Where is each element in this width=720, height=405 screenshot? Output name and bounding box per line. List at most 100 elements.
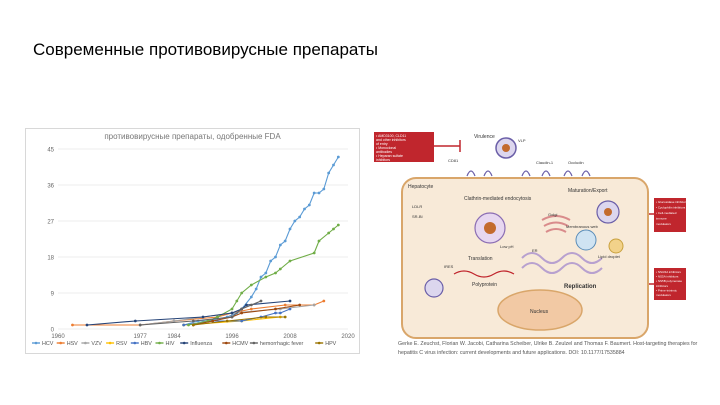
data-point bbox=[264, 275, 268, 279]
inhibitor-text-line: antibodies bbox=[376, 150, 392, 154]
data-point bbox=[216, 315, 219, 319]
inhibitor-text-line: • Prime-intrinsic bbox=[656, 288, 677, 292]
data-point bbox=[249, 295, 253, 299]
inhibitor-text-line: • NS5A inhibitors bbox=[656, 275, 679, 279]
y-tick-label: 0 bbox=[51, 328, 55, 334]
inhibitor-text-line: • NS3/4A inhibitors bbox=[656, 270, 681, 274]
legend-label: hemorrhagic fever bbox=[260, 341, 304, 347]
data-point bbox=[283, 315, 287, 319]
data-point bbox=[230, 307, 234, 311]
inhibitor-text-line: • Cell-mediated bbox=[656, 211, 677, 215]
data-point bbox=[322, 299, 326, 303]
endosome-virion bbox=[484, 222, 496, 234]
data-point bbox=[293, 219, 297, 223]
x-tick-label: 1984 bbox=[167, 334, 181, 340]
legend-marker bbox=[317, 341, 321, 345]
data-point bbox=[71, 323, 74, 327]
data-point bbox=[133, 319, 137, 323]
hcv-lifecycle-figure: • AMD3100, CLD11 and other inhibitors of… bbox=[372, 128, 686, 340]
data-point bbox=[278, 243, 282, 247]
data-point bbox=[312, 251, 316, 255]
data-point bbox=[254, 287, 258, 291]
data-point bbox=[235, 299, 239, 303]
data-point bbox=[288, 227, 292, 231]
y-tick-label: 18 bbox=[47, 256, 54, 262]
legend-label: HCV bbox=[42, 341, 54, 347]
nucleus bbox=[497, 289, 583, 331]
daa-inhibitor-box bbox=[654, 268, 686, 300]
data-point bbox=[274, 311, 277, 315]
membrane-receptors bbox=[466, 170, 591, 177]
data-point bbox=[303, 207, 306, 211]
x-tick-label: 2020 bbox=[341, 334, 355, 340]
data-point bbox=[172, 319, 176, 323]
legend-marker bbox=[225, 341, 228, 345]
polyprotein-label: Polyprotein bbox=[472, 282, 497, 288]
data-point bbox=[245, 303, 248, 307]
data-point bbox=[327, 231, 331, 235]
lipid-droplet bbox=[608, 238, 624, 254]
golgi-label: Golgi bbox=[548, 212, 557, 217]
data-point bbox=[332, 163, 335, 167]
legend-marker bbox=[84, 341, 87, 345]
data-point bbox=[274, 271, 277, 275]
data-point bbox=[85, 323, 89, 327]
inhibitor-text-line: immune bbox=[656, 217, 667, 221]
data-point bbox=[283, 303, 287, 307]
data-point bbox=[274, 255, 277, 259]
data-point bbox=[230, 311, 234, 315]
maturation-label: Maturation/Export bbox=[568, 188, 608, 194]
series-line bbox=[193, 304, 300, 326]
x-tick-label: 1996 bbox=[225, 334, 239, 340]
membranous-web bbox=[575, 229, 597, 251]
legend-marker bbox=[158, 341, 161, 345]
data-point bbox=[298, 215, 302, 219]
data-point bbox=[187, 323, 190, 327]
legend-label: HPV bbox=[325, 341, 336, 347]
inhibitor-text-line: • Monoclonal bbox=[376, 146, 396, 150]
x-tick-label: 1960 bbox=[51, 334, 65, 340]
data-point bbox=[288, 307, 292, 311]
series-line bbox=[193, 316, 286, 326]
endoplasmic-reticulum bbox=[521, 252, 603, 274]
host-factor-inhibitor-text: • Glucosidase inhibitors • Cyclophilin in… bbox=[656, 200, 686, 226]
er-label: ER bbox=[532, 248, 538, 253]
hepatocyte-cell bbox=[401, 177, 649, 339]
data-point bbox=[317, 191, 321, 195]
data-point bbox=[240, 291, 244, 295]
daa-inhibitor-text: • NS3/4A inhibitors• NS5A inhibitors• NS… bbox=[656, 270, 682, 297]
data-point bbox=[191, 323, 195, 327]
data-point bbox=[317, 239, 321, 243]
legend-marker bbox=[108, 341, 112, 345]
data-point bbox=[269, 259, 273, 263]
data-point bbox=[274, 307, 277, 311]
inhibitor-text-line: inhibitors bbox=[656, 284, 669, 288]
y-tick-label: 45 bbox=[47, 148, 54, 154]
rna-strand bbox=[453, 270, 515, 278]
endocytosis-label: Clathrin-mediated endocytosis bbox=[464, 196, 532, 202]
data-point bbox=[307, 203, 311, 207]
inhibitor-text-line: and other inhibitors bbox=[376, 138, 406, 142]
data-point bbox=[336, 223, 340, 227]
y-tick-label: 36 bbox=[47, 184, 54, 190]
inhibitor-text-line: • Heparan sulfate bbox=[376, 154, 403, 158]
lifecycle-diagram: • AMD3100, CLD11 and other inhibitors of… bbox=[374, 132, 686, 339]
data-point bbox=[298, 303, 302, 307]
ldlr-label: LDLR bbox=[412, 204, 422, 209]
series-line bbox=[188, 224, 339, 326]
legend-label: Influenza bbox=[190, 341, 212, 347]
data-point bbox=[240, 311, 244, 315]
data-point bbox=[288, 299, 292, 303]
legend-label: HBV bbox=[141, 341, 152, 347]
data-point bbox=[264, 271, 268, 275]
inhibitor-text-line: • Glucosidase inhibitors bbox=[656, 200, 686, 204]
entry-inhibitor-text: • AMD3100, CLD11 and other inhibitors of… bbox=[376, 134, 406, 162]
data-point bbox=[278, 311, 282, 315]
secreted-virion bbox=[424, 278, 444, 298]
legend-marker bbox=[59, 341, 62, 345]
data-point bbox=[249, 303, 253, 307]
hepatocyte-label: Hepatocyte bbox=[408, 184, 434, 190]
legend-marker bbox=[34, 341, 38, 345]
legend-marker bbox=[133, 341, 137, 345]
fda-chart-panel: противовирусные препараты, одобренные FD… bbox=[25, 128, 360, 354]
